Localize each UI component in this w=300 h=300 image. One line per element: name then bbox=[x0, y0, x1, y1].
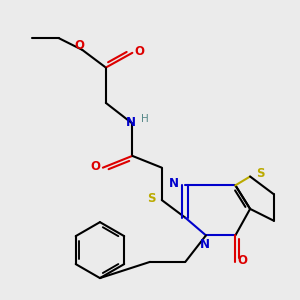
Text: N: N bbox=[169, 177, 178, 190]
Text: O: O bbox=[238, 254, 248, 267]
Text: S: S bbox=[147, 192, 156, 205]
Text: N: N bbox=[126, 116, 136, 128]
Text: S: S bbox=[256, 167, 265, 180]
Text: O: O bbox=[135, 45, 145, 58]
Text: O: O bbox=[91, 160, 100, 173]
Text: O: O bbox=[74, 39, 84, 52]
Text: N: N bbox=[200, 238, 209, 251]
Text: H: H bbox=[141, 114, 148, 124]
